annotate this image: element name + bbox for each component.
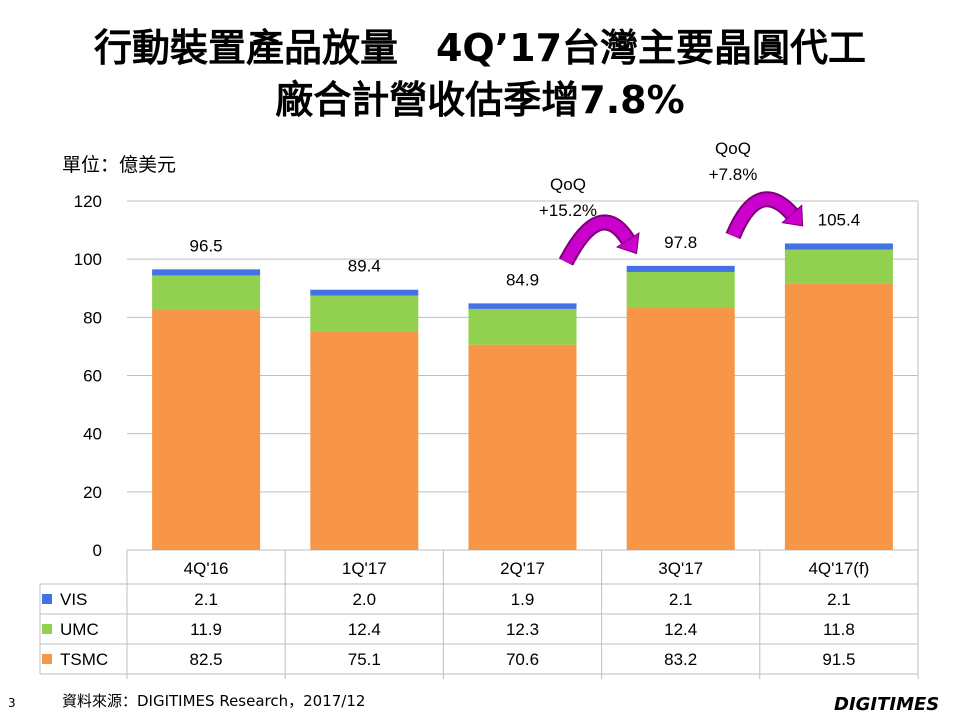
bar-vis <box>310 289 419 296</box>
y-tick-label: 80 <box>83 308 102 327</box>
qoq-annotation-value: +15.2% <box>539 201 597 220</box>
table-cell: 1.9 <box>511 590 535 609</box>
legend-label-umc: UMC <box>60 620 99 639</box>
x-tick-label: 1Q'17 <box>342 559 387 578</box>
y-tick-label: 100 <box>74 250 102 269</box>
table-cell: 75.1 <box>348 650 381 669</box>
table-cell: 2.1 <box>827 590 851 609</box>
x-tick-label: 3Q'17 <box>658 559 703 578</box>
qoq-arrow-2q-3q <box>558 214 640 266</box>
bar-vis <box>152 269 261 276</box>
table-cell: 83.2 <box>664 650 697 669</box>
total-label: 84.9 <box>506 270 539 289</box>
x-tick-label: 4Q'17(f) <box>808 559 869 578</box>
unit-label: 單位：億美元 <box>62 154 177 176</box>
table-cell: 82.5 <box>190 650 223 669</box>
x-tick-label: 2Q'17 <box>500 559 545 578</box>
qoq-annotation-value: +7.8% <box>709 165 758 184</box>
total-label: 97.8 <box>664 233 697 252</box>
total-label: 105.4 <box>818 210 861 229</box>
legend-swatch-umc <box>42 624 52 634</box>
legend-label-tsmc: TSMC <box>60 650 108 669</box>
qoq-annotation-label: QoQ <box>715 139 751 158</box>
table-cell: 91.5 <box>822 650 855 669</box>
bar-umc <box>468 308 577 345</box>
y-tick-label: 120 <box>74 192 102 211</box>
bar-umc <box>784 249 893 284</box>
legend-swatch-vis <box>42 594 52 604</box>
bar-vis <box>626 265 735 272</box>
y-tick-label: 20 <box>83 483 102 502</box>
table-cell: 11.9 <box>190 620 222 639</box>
page-number: 3 <box>8 696 16 710</box>
qoq-annotation-label: QoQ <box>550 175 586 194</box>
digitimes-logo: DIGITIMES <box>834 694 940 715</box>
table-cell: 70.6 <box>506 650 539 669</box>
bar-vis <box>784 243 893 250</box>
bar-tsmc <box>626 308 735 550</box>
total-label: 89.4 <box>348 257 381 276</box>
source-note: 資料來源：DIGITIMES Research，2017/12 <box>62 692 366 710</box>
y-tick-label: 60 <box>83 367 102 386</box>
table-cell: 2.1 <box>194 590 218 609</box>
bar-tsmc <box>784 283 893 550</box>
table-cell: 12.3 <box>506 620 539 639</box>
legend-swatch-tsmc <box>42 654 52 664</box>
x-tick-label: 4Q'16 <box>184 559 229 578</box>
legend-label-vis: VIS <box>60 590 87 609</box>
page-title-line-2: 廠合計營收估季增7.8% <box>275 78 685 122</box>
bar-tsmc <box>152 310 261 550</box>
qoq-arrow-3q-4q <box>725 191 804 240</box>
y-tick-label: 40 <box>83 425 102 444</box>
bar-tsmc <box>468 344 577 550</box>
table-cell: 2.1 <box>669 590 693 609</box>
page-title-line-1: 行動裝置產品放量 4Q’17台灣主要晶圓代工 <box>93 26 867 70</box>
table-cell: 11.8 <box>823 620 855 639</box>
bar-umc <box>310 295 419 332</box>
bar-tsmc <box>310 331 419 550</box>
table-cell: 12.4 <box>348 620 381 639</box>
bar-vis <box>468 303 577 309</box>
total-label: 96.5 <box>190 236 223 255</box>
table-cell: 2.0 <box>352 590 376 609</box>
bar-umc <box>152 275 261 311</box>
bar-umc <box>626 271 735 309</box>
table-cell: 12.4 <box>664 620 697 639</box>
y-tick-label: 0 <box>93 541 102 560</box>
